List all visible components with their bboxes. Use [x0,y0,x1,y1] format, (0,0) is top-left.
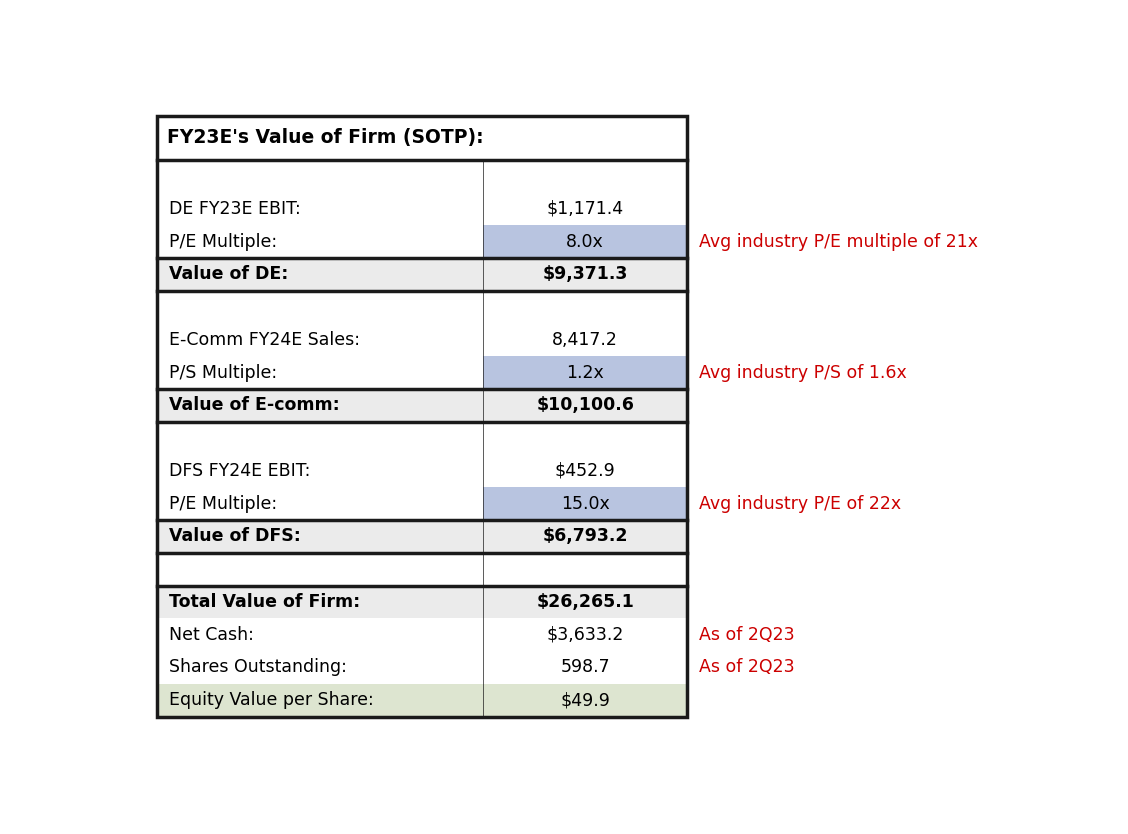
Text: $1,171.4: $1,171.4 [547,200,624,218]
Text: Avg industry P/S of 1.6x: Avg industry P/S of 1.6x [698,364,907,382]
Bar [157,116,687,160]
Text: Net Cash:: Net Cash: [169,626,254,644]
Bar [157,422,483,455]
Bar [157,356,483,389]
Text: 598.7: 598.7 [561,659,610,676]
Bar [483,258,687,291]
Bar [483,651,687,684]
Text: DFS FY24E EBIT:: DFS FY24E EBIT: [169,462,310,480]
Bar [483,520,687,553]
Bar [483,455,687,487]
Bar [483,422,687,455]
Bar [157,553,483,585]
Text: Value of E-comm:: Value of E-comm: [169,396,340,414]
Text: $3,633.2: $3,633.2 [547,626,624,644]
Bar [157,585,483,618]
Bar [483,225,687,258]
Text: Value of DE:: Value of DE: [169,265,289,284]
Bar [483,291,687,324]
Bar [157,160,483,193]
Text: Avg industry P/E of 22x: Avg industry P/E of 22x [698,495,901,513]
Text: 8,417.2: 8,417.2 [553,331,618,349]
Bar [483,324,687,356]
Text: P/E Multiple:: P/E Multiple: [169,495,277,513]
Bar [483,684,687,716]
Bar [157,520,483,553]
Bar [483,356,687,389]
Bar [157,324,483,356]
Bar [483,553,687,585]
Bar [483,193,687,225]
Bar [157,291,483,324]
Text: E-Comm FY24E Sales:: E-Comm FY24E Sales: [169,331,360,349]
Text: $26,265.1: $26,265.1 [536,593,634,611]
Text: Equity Value per Share:: Equity Value per Share: [169,691,373,709]
Bar [157,487,483,520]
Text: Total Value of Firm:: Total Value of Firm: [169,593,360,611]
Bar [157,651,483,684]
Bar [157,389,483,422]
Bar [157,455,483,487]
Bar [483,356,687,389]
Bar [483,487,687,520]
Text: $6,793.2: $6,793.2 [543,527,628,545]
Text: Shares Outstanding:: Shares Outstanding: [169,659,346,676]
Bar [483,618,687,651]
Text: As of 2Q23: As of 2Q23 [698,626,794,644]
Bar [483,160,687,193]
Text: $9,371.3: $9,371.3 [543,265,628,284]
Bar [157,225,483,258]
Text: Avg industry P/E multiple of 21x: Avg industry P/E multiple of 21x [698,233,978,251]
Text: FY23E's Value of Firm (SOTP):: FY23E's Value of Firm (SOTP): [167,128,484,148]
Bar [157,258,483,291]
Bar [483,389,687,422]
Bar [157,684,483,716]
Text: Value of DFS:: Value of DFS: [169,527,301,545]
Text: $452.9: $452.9 [555,462,616,480]
Bar [157,116,687,716]
Text: DE FY23E EBIT:: DE FY23E EBIT: [169,200,301,218]
Text: P/S Multiple:: P/S Multiple: [169,364,277,382]
Text: 1.2x: 1.2x [566,364,605,382]
Bar [483,585,687,618]
Text: P/E Multiple:: P/E Multiple: [169,233,277,251]
Bar [483,225,687,258]
Bar [157,618,483,651]
Bar [483,487,687,520]
Text: $49.9: $49.9 [561,691,610,709]
Text: 15.0x: 15.0x [561,495,609,513]
Text: As of 2Q23: As of 2Q23 [698,659,794,676]
Bar [157,193,483,225]
Text: $10,100.6: $10,100.6 [536,396,634,414]
Text: 8.0x: 8.0x [566,233,605,251]
